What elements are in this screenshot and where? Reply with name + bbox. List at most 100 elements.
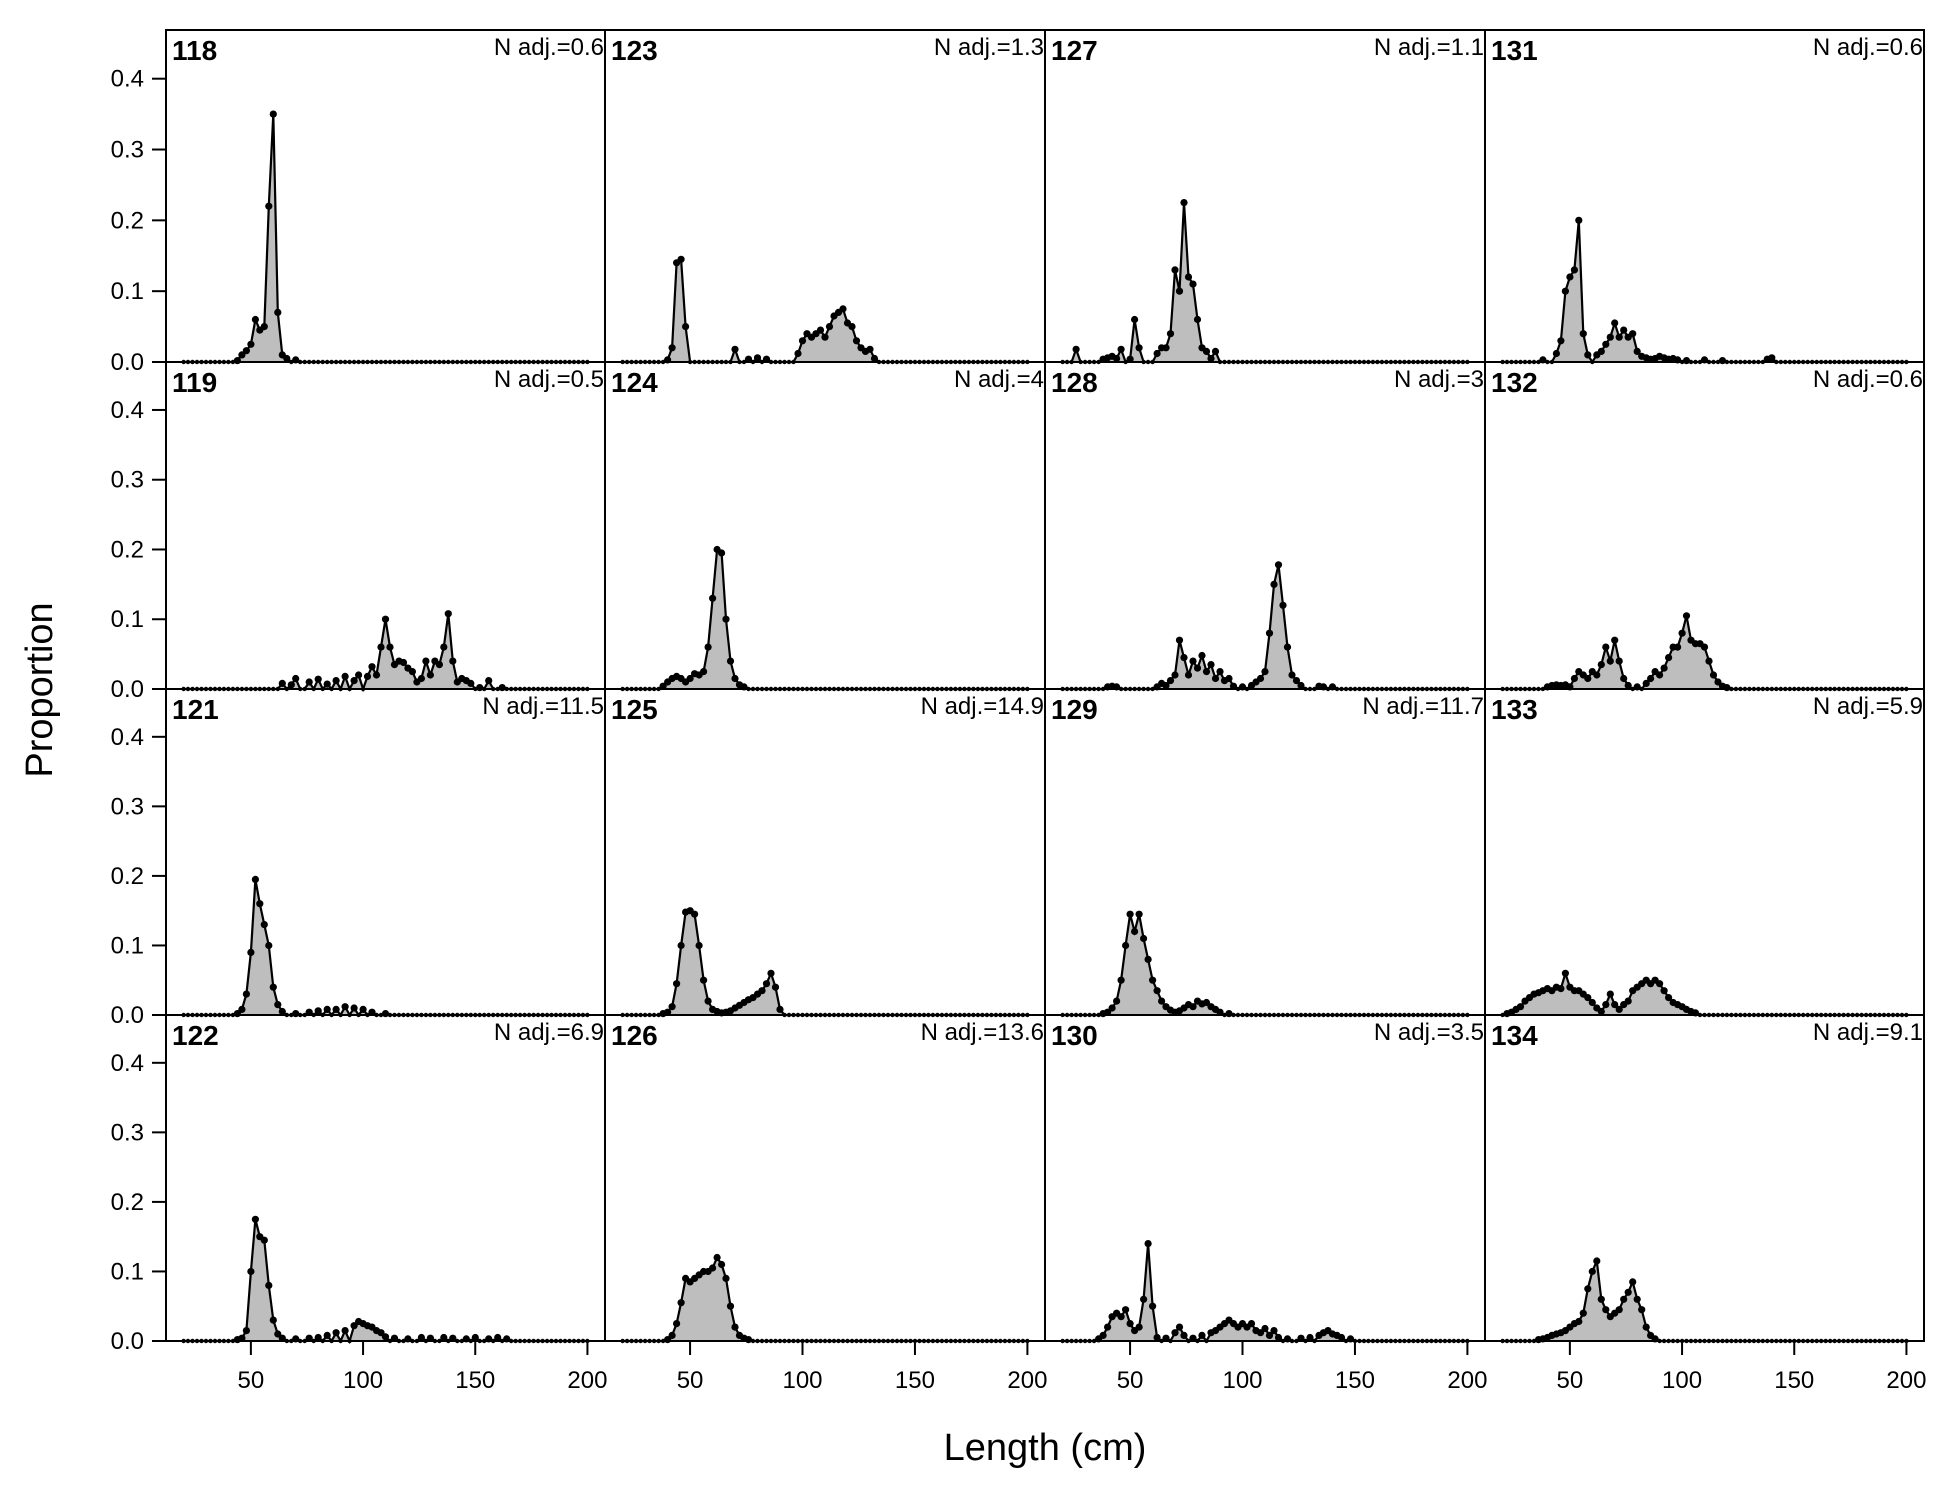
data-point [449,657,457,665]
data-point [381,615,390,623]
data-point [265,202,273,210]
data-point [1072,345,1080,353]
y-tick-label: 0.2 [111,863,144,890]
data-point [435,661,443,669]
data-point [1606,657,1614,665]
data-point [704,997,712,1005]
data-point [1602,1001,1610,1009]
proportion-area [1062,202,1468,362]
panel-id-label: 121 [172,694,219,725]
x-tick-label: 100 [1222,1367,1262,1394]
data-point [1292,677,1301,685]
x-axis-label: Length (cm) [944,1427,1147,1469]
data-point [247,1267,255,1276]
data-point [440,643,448,651]
panel-border [604,688,1046,1016]
data-point [1211,674,1220,683]
data-point [332,1329,340,1337]
data-point [731,345,739,353]
data-point [386,643,394,651]
data-point [816,326,825,334]
data-point [1108,1004,1116,1012]
n-adj-label: N adj.=3 [1394,366,1484,393]
panel-id-label: 134 [1491,1020,1538,1051]
data-point [1135,344,1143,352]
proportion-line [183,114,588,364]
y-tick-label: 0.3 [111,793,144,820]
data-point [1175,1323,1184,1331]
data-point [1113,354,1121,363]
data-point [1122,941,1130,950]
data-point [1153,349,1161,358]
data-point [1570,266,1578,274]
data-point [1256,674,1265,683]
data-point [1274,1333,1283,1342]
panel-id-label: 118 [172,35,217,66]
data-point [1597,1295,1605,1303]
data-point [242,1327,250,1335]
proportion-area [183,879,588,1015]
data-point [673,980,681,988]
data-point [1162,344,1170,352]
data-point [1140,1295,1148,1303]
data-point [718,1260,726,1269]
data-point [1620,1295,1628,1303]
panel-id-label: 131 [1491,35,1538,66]
data-point [798,337,807,345]
data-point [426,671,434,679]
data-point [467,679,475,688]
data-point [341,672,349,681]
data-point [323,1331,331,1339]
x-tick-label: 200 [1886,1367,1926,1394]
data-point [381,1010,390,1018]
data-point [269,110,277,118]
data-point [1099,1331,1107,1339]
y-axis-group: 0.0 0.1 0.2 0.3 0.4 0.0 0.1 0.2 0.3 0.4 0.0 0.1 0.2 0… [111,66,166,1355]
data-point [350,1004,358,1012]
data-point [1126,1320,1134,1328]
x-tick-label: 50 [1557,1367,1584,1394]
y-tick-label: 0.4 [111,1050,144,1077]
data-point [1306,1333,1314,1342]
data-point [839,305,847,313]
data-point [726,657,735,665]
y-tick-label: 0.1 [111,606,144,633]
data-point [1131,315,1139,324]
data-point [1709,671,1718,679]
panel-118: 118 N adj.=0.6 [165,29,606,365]
data-point [1714,678,1722,686]
data-point [695,941,703,950]
data-point [1633,1295,1641,1303]
data-point [471,1333,479,1342]
data-point [1561,287,1569,295]
data-point [722,615,730,623]
n-adj-label: N adj.=11.7 [1362,693,1484,720]
data-point [1570,674,1578,683]
data-point [677,941,685,950]
data-point [1225,674,1233,683]
data-point [767,969,775,977]
proportion-line [622,547,1028,691]
data-point [718,549,726,557]
n-adj-label: N adj.=0.6 [1813,366,1923,393]
data-point [1193,664,1202,672]
data-point [1579,330,1587,338]
data-point [1337,1333,1346,1342]
y-tick-label: 0.2 [111,207,144,234]
data-point [1606,990,1614,998]
n-adj-label: N adj.=1.3 [934,34,1044,61]
x-tick-label: 200 [1447,1367,1487,1394]
n-adj-label: N adj.=14.9 [921,693,1044,720]
data-point [247,340,255,348]
data-point [1602,340,1610,348]
data-point [1216,668,1224,676]
y-tick-label: 0.0 [111,1002,144,1029]
proportion-area [622,549,1028,689]
data-point [1615,1306,1623,1314]
data-point [341,1327,349,1335]
data-point [709,594,717,602]
x-tick-label: 50 [1117,1367,1144,1394]
data-point [341,1003,349,1011]
data-point [323,680,331,688]
data-point [1579,1309,1587,1317]
